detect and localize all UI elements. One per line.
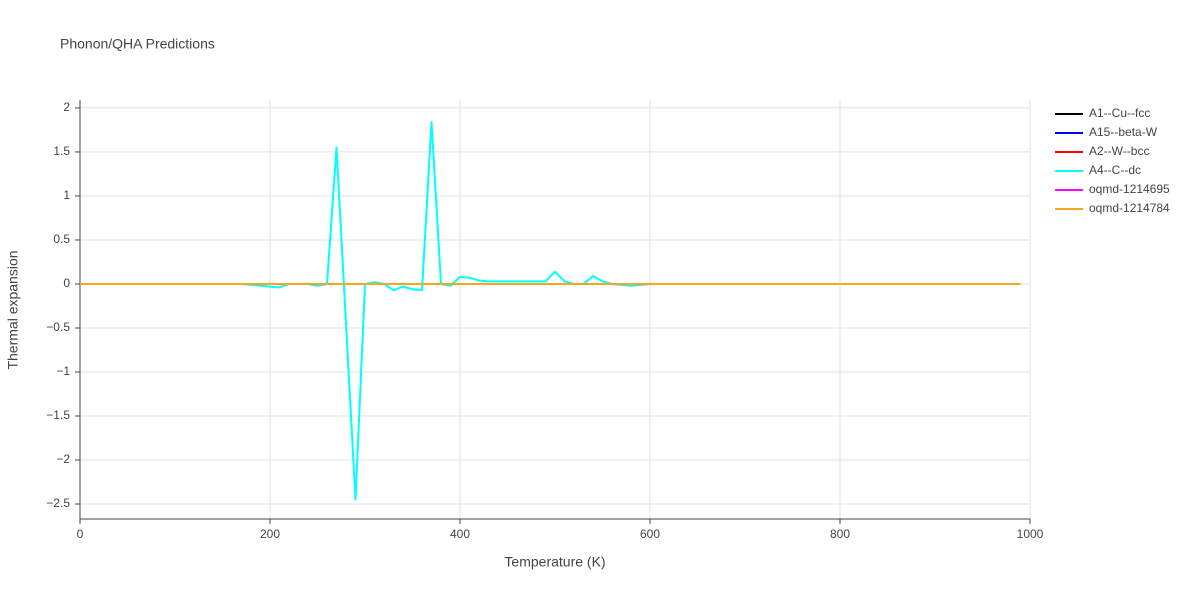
x-axis-label: Temperature (K) — [504, 554, 605, 570]
legend-label: oqmd-1214695 — [1089, 182, 1170, 196]
series-line — [80, 121, 1021, 501]
legend-label: A2--W--bcc — [1089, 144, 1149, 158]
y-tick-label: −2.5 — [46, 496, 70, 510]
x-tick-label: 200 — [260, 527, 280, 541]
y-tick-label: −0.5 — [46, 320, 70, 334]
y-tick-label: 0 — [63, 276, 70, 290]
y-tick-label: 2 — [63, 100, 70, 114]
legend-label: A1--Cu--fcc — [1089, 106, 1150, 120]
x-tick-label: 800 — [830, 527, 850, 541]
y-tick-label: 0.5 — [53, 232, 70, 246]
y-axis-label: Thermal expansion — [5, 250, 21, 369]
x-tick-label: 600 — [640, 527, 660, 541]
x-tick-label: 0 — [77, 527, 84, 541]
y-tick-label: −1.5 — [46, 408, 70, 422]
y-tick-label: 1 — [63, 188, 70, 202]
chart-title: Phonon/QHA Predictions — [60, 36, 215, 52]
x-tick-label: 1000 — [1017, 527, 1044, 541]
y-tick-label: −1 — [56, 364, 70, 378]
legend-label: A15--beta-W — [1089, 125, 1158, 139]
y-tick-label: 1.5 — [53, 144, 70, 158]
x-tick-label: 400 — [450, 527, 470, 541]
y-tick-label: −2 — [56, 452, 70, 466]
legend-label: A4--C--dc — [1089, 163, 1141, 177]
legend-label: oqmd-1214784 — [1089, 201, 1170, 215]
